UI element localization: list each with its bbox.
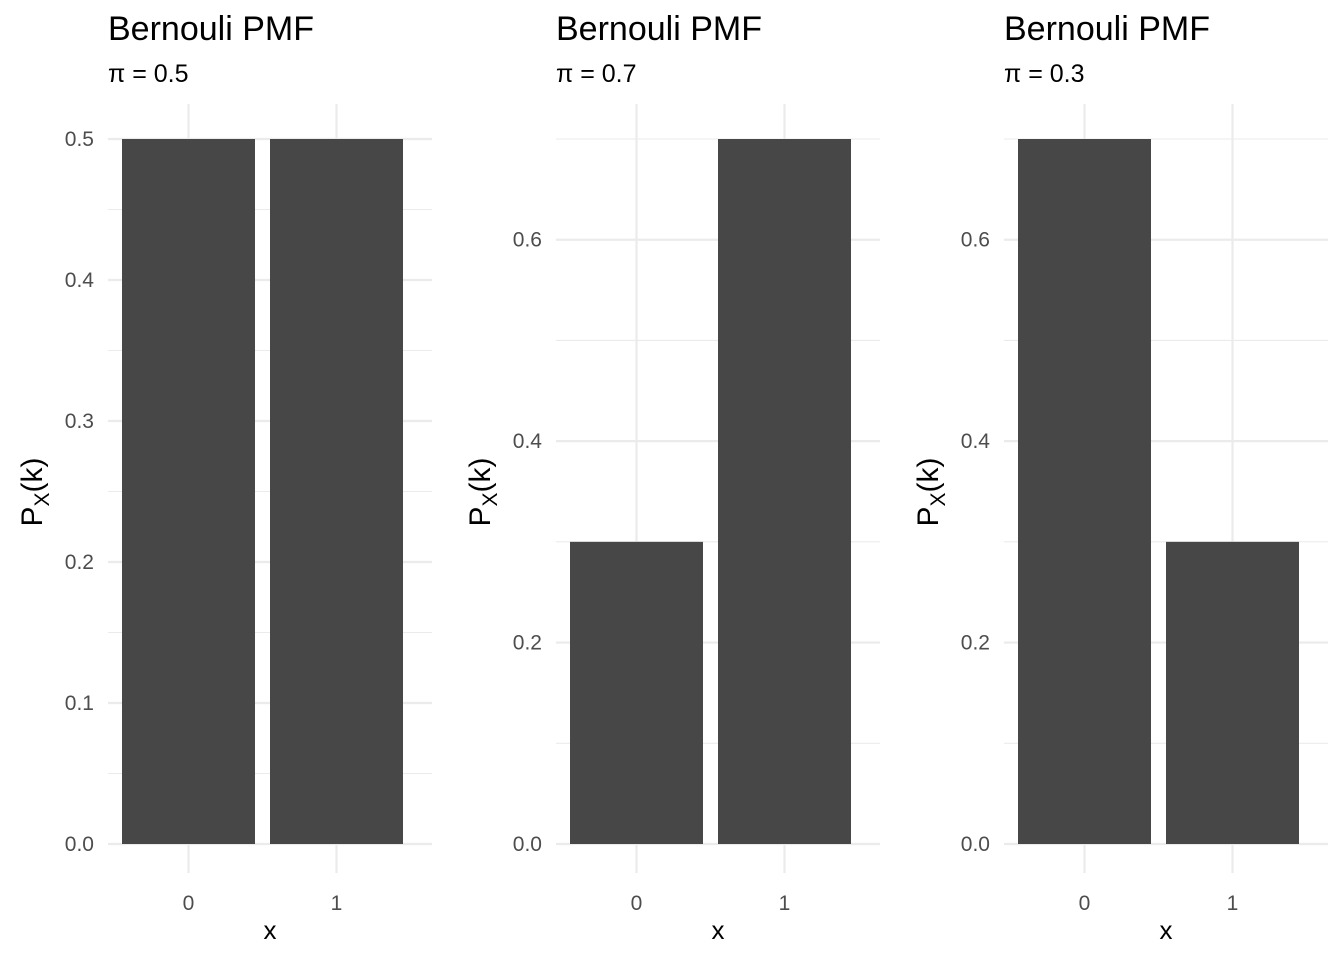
y-tick-label: 0.1 [65, 692, 94, 715]
chart-subtitle: π = 0.3 [1004, 60, 1085, 88]
y-tick-label: 0.0 [65, 833, 94, 856]
x-axis-label: x [712, 915, 725, 945]
y-axis-label-main: P [464, 506, 497, 526]
y-tick-label: 0.6 [961, 229, 990, 252]
chart-panel-1: 0.0 0.1 0.2 0.3 0.4 0.5 0 1 Bernouli PMF π = 0.5 x… [16, 10, 432, 945]
bar-1 [270, 139, 403, 844]
bar-0 [1018, 139, 1151, 844]
y-axis-label-suffix: (k) [912, 457, 945, 492]
x-tick-label: 0 [631, 892, 643, 915]
y-tick-label: 0.4 [961, 430, 991, 453]
x-tick-label: 0 [183, 892, 195, 915]
y-axis-label-subscript: X [927, 492, 950, 506]
y-axis-label-main: P [912, 506, 945, 526]
y-axis-label-suffix: (k) [464, 457, 497, 492]
y-tick-label: 0.3 [65, 410, 94, 433]
y-tick-label: 0.6 [513, 229, 542, 252]
x-tick-label: 0 [1079, 892, 1091, 915]
y-tick-label: 0.2 [513, 632, 542, 655]
chart-title: Bernouli PMF [1004, 10, 1210, 48]
y-tick-label: 0.0 [513, 833, 542, 856]
x-tick-label: 1 [779, 892, 791, 915]
chart-subtitle: π = 0.5 [108, 60, 189, 88]
x-tick-label: 1 [331, 892, 343, 915]
y-tick-label: 0.4 [513, 430, 543, 453]
chart-panel-3: 0.0 0.2 0.4 0.6 0 1 Bernouli PMF π = 0.3 x PX(k) [912, 10, 1328, 945]
y-axis-label: PX(k) [464, 457, 502, 526]
y-axis-label-subscript: X [479, 492, 502, 506]
y-tick-label: 0.2 [961, 632, 990, 655]
bar-0 [122, 139, 255, 844]
chart-panel-2: 0.0 0.2 0.4 0.6 0 1 Bernouli PMF π = 0.7 x PX(k) [464, 10, 880, 945]
bar-0 [570, 541, 703, 844]
y-tick-label: 0.2 [65, 551, 94, 574]
y-axis-label-suffix: (k) [16, 457, 49, 492]
x-axis-label: x [264, 915, 277, 945]
y-axis-label: PX(k) [16, 457, 54, 526]
chart-title: Bernouli PMF [556, 10, 762, 48]
y-axis-label: PX(k) [912, 457, 950, 526]
y-tick-label: 0.4 [65, 269, 95, 292]
y-axis-label-main: P [16, 506, 49, 526]
y-axis-label-subscript: X [31, 492, 54, 506]
chart-subtitle: π = 0.7 [556, 60, 637, 88]
y-tick-label: 0.5 [65, 128, 94, 151]
bar-1 [1166, 541, 1299, 844]
y-tick-label: 0.0 [961, 833, 990, 856]
x-tick-label: 1 [1227, 892, 1239, 915]
bar-1 [718, 139, 851, 844]
x-axis-label: x [1160, 915, 1173, 945]
chart-title: Bernouli PMF [108, 10, 314, 48]
